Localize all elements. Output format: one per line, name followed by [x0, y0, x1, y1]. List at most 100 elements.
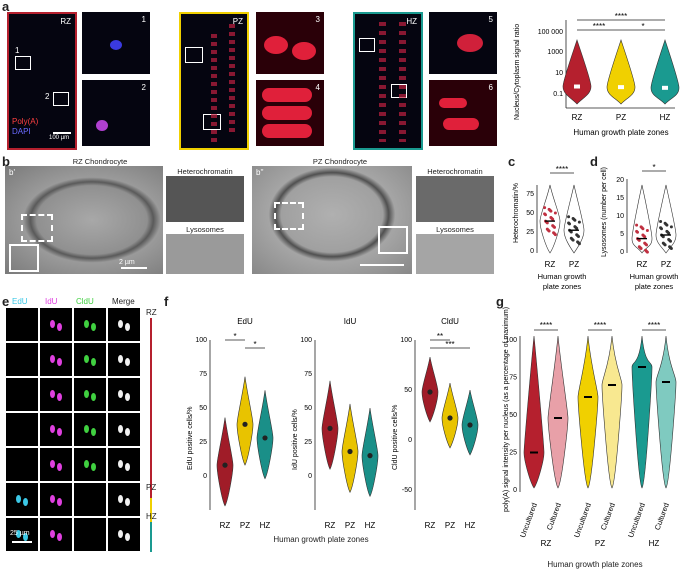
inset-3-number: 3	[315, 15, 320, 24]
chart-f-ytick: 0	[308, 473, 312, 480]
pz-em-image: b''	[252, 166, 412, 274]
violin-pz	[236, 376, 254, 466]
data-point	[551, 224, 555, 228]
lysosomes-label-pz: Lysosomes	[436, 225, 474, 234]
nucleus	[84, 390, 89, 398]
lysosome-box	[378, 226, 408, 254]
chart-c-xtick: RZ	[545, 260, 556, 269]
chart-d-xtick: RZ	[637, 260, 648, 269]
chart-f-xtick: HZ	[365, 521, 376, 530]
cell	[443, 118, 479, 130]
data-point	[569, 236, 573, 240]
legend-dapi: DAPI	[12, 127, 31, 136]
chart-f-ytick: 25	[199, 439, 207, 446]
sig-label: ****	[615, 12, 627, 21]
chart-d-xlabel-1: Human growth	[630, 272, 679, 281]
e-pz-label: PZ	[146, 483, 157, 492]
data-point	[669, 225, 673, 229]
nucleus	[23, 498, 28, 506]
chart-f-ytick: 0	[408, 437, 412, 444]
nucleus	[91, 463, 96, 471]
chart-a-ytick: 10	[555, 70, 563, 77]
nucleus	[84, 425, 89, 433]
median-dot	[222, 462, 228, 468]
chart-f-title: CldU	[441, 317, 459, 326]
e-image-cell	[74, 448, 106, 481]
violin-uncultured	[631, 335, 653, 489]
nucleus	[50, 355, 55, 363]
violin-uncultured	[523, 335, 545, 489]
chart-c-ytick: 0	[530, 248, 534, 255]
sig-label: ****	[648, 321, 660, 330]
e-image-cell	[108, 343, 140, 376]
e-image-cell	[6, 518, 38, 551]
rz-label: RZ	[60, 17, 71, 26]
chart-g-violins: poly(A) signal intensity per nucleus (as…	[503, 307, 677, 548]
nucleus	[84, 460, 89, 468]
heterochromatin-box	[21, 214, 53, 242]
chart-d-violin: Lysosomes (number per cell) 20 15 10 5 0…	[601, 163, 679, 291]
chart-f-ytick: 50	[304, 405, 312, 412]
chart-g-group-label: HZ	[649, 539, 660, 548]
data-point	[641, 233, 645, 237]
data-point	[663, 221, 667, 225]
e-image-cell	[74, 483, 106, 516]
violin-rz	[216, 417, 234, 507]
nucleus	[91, 393, 96, 401]
median-dot	[327, 425, 333, 431]
rz-inset-2: 2	[82, 80, 150, 146]
scale-bar	[121, 267, 147, 269]
e-image-cell	[6, 483, 38, 516]
chart-f-ytick: 50	[199, 405, 207, 412]
chart-c-xlabel-1: Human growth	[538, 272, 587, 281]
violin-rz	[562, 39, 592, 105]
data-point	[661, 241, 665, 245]
inset-5-number: 5	[488, 15, 493, 24]
violin-hz	[650, 39, 680, 105]
e-image-cell	[40, 378, 72, 411]
nucleus	[118, 460, 123, 468]
data-point	[577, 220, 581, 224]
panel-e-label: e	[2, 294, 10, 309]
chart-d-ytick: 0	[620, 249, 624, 256]
nucleus	[118, 320, 123, 328]
chart-a-violin: Nucleus/Cytoplasm signal ratio 100 000 1…	[514, 12, 680, 137]
chart-f-ylabel: CldU positive cells/%	[392, 405, 399, 470]
inset-4-number: 4	[315, 83, 320, 92]
chart-f-ytick: 75	[199, 371, 207, 378]
header-edu: EdU	[12, 297, 28, 306]
nucleus	[118, 390, 123, 398]
e-image-cell	[108, 308, 140, 341]
hz-label: HZ	[406, 17, 417, 26]
e-rz-label: RZ	[146, 308, 157, 317]
chart-g-ytick: 75	[509, 375, 517, 382]
nucleus	[125, 463, 130, 471]
panel-d-label: d	[590, 154, 598, 169]
data-point	[667, 238, 671, 241]
data-point	[643, 241, 647, 245]
median-dot	[467, 422, 473, 428]
scale-bar	[53, 132, 71, 134]
inset-box-1-number: 1	[15, 46, 20, 55]
panel-a-label: a	[2, 0, 10, 14]
cell	[439, 98, 467, 108]
data-point	[659, 220, 663, 223]
sig-label: *	[641, 22, 644, 31]
chart-f-ylabel: EdU positive cells/%	[187, 407, 194, 470]
data-point	[552, 231, 556, 235]
inset-box-1	[15, 56, 31, 70]
pz-chondrocyte-title: PZ Chondrocyte	[312, 157, 368, 166]
chart-f-xtick: HZ	[465, 521, 476, 530]
nucleus	[84, 355, 89, 363]
chart-f-title: IdU	[344, 317, 357, 326]
median-marker	[618, 85, 624, 90]
nucleus	[23, 533, 28, 541]
chart-c-violins	[539, 184, 585, 254]
e-image-cell	[108, 378, 140, 411]
median-dot	[262, 435, 268, 441]
median-marker	[574, 84, 580, 89]
e-image-cell	[6, 308, 38, 341]
hz-zone-bar	[150, 522, 152, 552]
e-image-cell	[74, 413, 106, 446]
e-image-cell	[108, 413, 140, 446]
